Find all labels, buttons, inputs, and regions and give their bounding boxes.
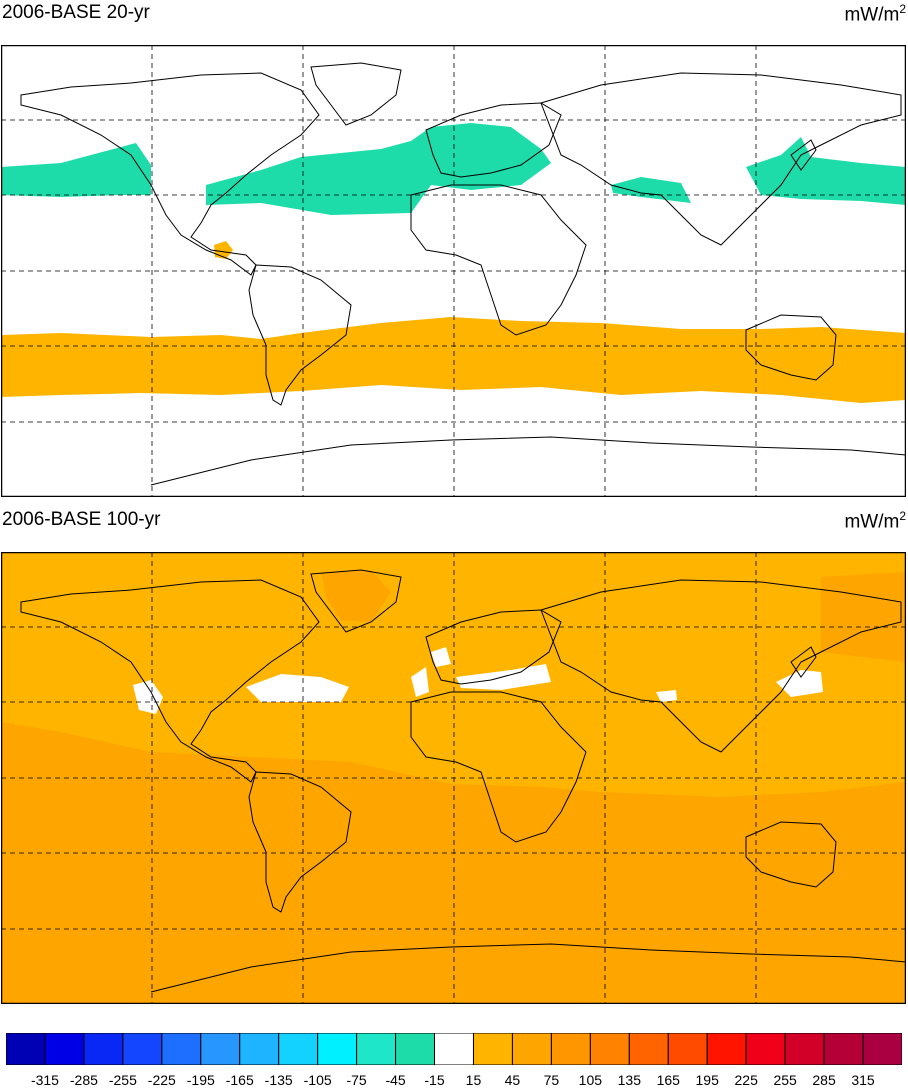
colorbar-tick-label: -75 (346, 1072, 367, 1088)
colorbar-swatch (317, 1032, 358, 1066)
white-patch-europe (411, 647, 551, 697)
colorbar-tick-label: -165 (225, 1072, 254, 1088)
asia-outline (540, 72, 902, 246)
colorbar-tick-label: -135 (264, 1072, 293, 1088)
colorbar-swatch (44, 1032, 85, 1066)
colorbar-tick-label: 195 (695, 1072, 719, 1088)
negative-band-pacific-west (1, 143, 151, 197)
colorbar-tick-label: 285 (812, 1072, 836, 1088)
graticule (1, 45, 906, 497)
map-frame (1, 45, 906, 497)
map-100yr (1, 552, 906, 1004)
greenland-outline (310, 569, 402, 633)
colorbar-tick-label: 165 (656, 1072, 680, 1088)
colorbar-tick-label: -195 (186, 1072, 215, 1088)
panel1-units: mW/m2 (844, 2, 906, 26)
colorbar-tick-label: -255 (108, 1072, 137, 1088)
darker-patch-greenland (321, 570, 391, 622)
coastlines (20, 62, 906, 486)
japan-outline (790, 646, 817, 678)
north-america-outline (20, 72, 320, 276)
colorbar-labels: -315 -285 -255 -225 -195 -165 -135 -105 -75 -45 -1… (6, 1072, 902, 1090)
antarctica-outline (150, 943, 906, 993)
europe-outline (425, 609, 562, 685)
australia-outline (745, 314, 837, 381)
colorbar-tick-label: 15 (465, 1072, 482, 1088)
africa-outline (410, 691, 587, 843)
colorbar-swatch (356, 1032, 397, 1066)
greenland-outline (310, 62, 402, 126)
colorbar-tick-label: -15 (424, 1072, 445, 1088)
colorbar-swatch (706, 1032, 747, 1066)
colorbar-tick-label: -105 (303, 1072, 332, 1088)
colorbar-tick-label: 315 (851, 1072, 875, 1088)
colorbar-swatch (200, 1032, 241, 1066)
light-band-northern (1, 552, 906, 797)
europe-outline (425, 102, 562, 178)
colorbar-tick-label: -315 (30, 1072, 59, 1088)
graticule (1, 552, 906, 1004)
colorbar-swatch (83, 1032, 124, 1066)
panel1-title: 2006-BASE 20-yr (2, 2, 150, 23)
colorbar-tick-label: 225 (734, 1072, 758, 1088)
colorbar-swatch (550, 1032, 591, 1066)
white-patch-japan (776, 670, 823, 697)
colorbar-tick-label: -225 (147, 1072, 176, 1088)
colorbar-swatch (589, 1032, 630, 1066)
map-20yr (1, 45, 906, 497)
colorbar-swatch (862, 1032, 903, 1066)
colorbar-tick-label: -285 (69, 1072, 98, 1088)
negative-band-asia (611, 177, 691, 203)
colorbar-swatch (628, 1032, 669, 1066)
white-patch-pacific (133, 680, 163, 714)
colorbar-swatch (784, 1032, 825, 1066)
colorbar-swatch (395, 1032, 436, 1066)
panel2-units: mW/m2 (844, 509, 906, 533)
colorbar-tick-label: 45 (504, 1072, 521, 1088)
colorbar-swatch (667, 1032, 708, 1066)
south-america-outline (248, 264, 352, 406)
colorbar (5, 1032, 903, 1066)
africa-outline (410, 184, 587, 336)
north-america-outline (20, 579, 320, 783)
colorbar-swatch (745, 1032, 786, 1066)
negative-band-atlantic (206, 123, 551, 215)
white-patch-atlantic (246, 674, 349, 702)
colorbar-swatch (239, 1032, 280, 1066)
colorbar-tick-label: 105 (578, 1072, 603, 1088)
colorbar-swatch (122, 1032, 163, 1066)
colorbar-tick-label: -45 (385, 1072, 406, 1088)
antarctica-outline (150, 436, 906, 486)
colorbar-swatch (434, 1032, 474, 1066)
japan-outline (790, 139, 817, 171)
panel2-title: 2006-BASE 100-yr (2, 509, 161, 530)
asia-outline (540, 579, 902, 753)
south-america-outline (248, 771, 352, 913)
colorbar-swatch (278, 1032, 319, 1066)
colorbar-swatch (5, 1032, 46, 1066)
colorbar-swatch (511, 1032, 552, 1066)
colorbar-tick-label: 255 (773, 1072, 797, 1088)
australia-outline (745, 821, 837, 888)
colorbar-tick-label: 75 (543, 1072, 560, 1088)
coastlines (20, 569, 906, 993)
colorbar-swatch (823, 1032, 864, 1066)
map-frame (1, 552, 906, 1004)
positive-band-southern (1, 317, 906, 403)
white-patch-asia (656, 690, 677, 702)
colorbar-swatch (472, 1032, 513, 1066)
negative-band-pacific-east (746, 137, 906, 205)
colorbar-swatch (161, 1032, 202, 1066)
small-blob-mexico (214, 241, 233, 259)
colorbar-tick-label: 135 (617, 1072, 641, 1088)
